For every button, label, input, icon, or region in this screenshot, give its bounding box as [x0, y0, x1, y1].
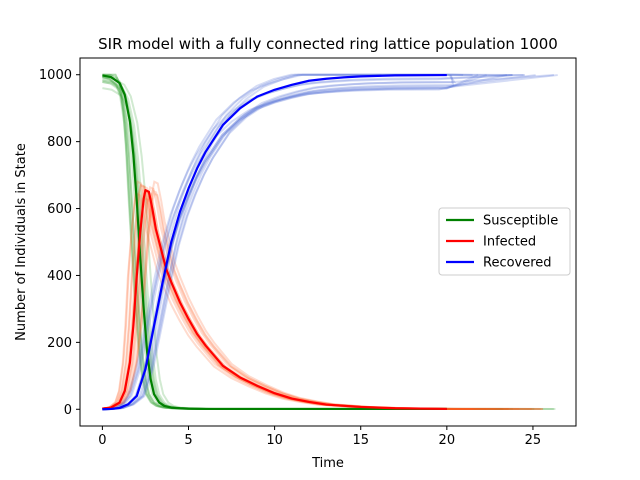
legend: Susceptible Infected Recovered [438, 207, 571, 276]
legend-label-recovered: Recovered [483, 256, 552, 271]
legend-label-susceptible: Susceptible [483, 214, 558, 229]
y-tick-label: 800 [47, 135, 72, 150]
x-tick-label: 25 [525, 433, 542, 448]
y-axis-label: Number of Individuals in State [14, 143, 29, 341]
run-line [102, 74, 508, 411]
y-tick-label: 400 [47, 269, 72, 284]
series-line-infected [102, 189, 447, 411]
y-tick-label: 200 [47, 336, 72, 351]
run-line [102, 74, 524, 411]
x-tick-label: 15 [352, 433, 369, 448]
run-line [102, 73, 473, 411]
x-tick-label: 10 [266, 433, 283, 448]
run-line [102, 73, 525, 411]
legend-box [438, 207, 571, 276]
plot-clip-group [102, 73, 558, 411]
series-line-susceptible [102, 74, 447, 411]
run-line [102, 74, 554, 411]
runs-recovered [102, 73, 558, 411]
y-tick-label: 600 [47, 202, 72, 217]
legend-label-infected: Infected [483, 235, 536, 250]
series-line-recovered [102, 73, 447, 411]
chart-title: SIR model with a fully connected ring la… [98, 35, 558, 53]
x-tick-label: 0 [98, 433, 106, 448]
plot-area [102, 73, 558, 411]
y-tick-label: 1000 [39, 68, 72, 83]
run-line [102, 180, 544, 410]
x-tick-label: 5 [184, 433, 192, 448]
run-line [102, 74, 457, 411]
run-line [102, 74, 513, 411]
x-tick-label: 20 [439, 433, 456, 448]
x-axis-label: Time [311, 456, 344, 471]
run-line [102, 74, 455, 411]
axes: 0 5 10 15 20 25 0 200 400 600 800 1000 [39, 57, 577, 448]
run-line [102, 192, 496, 410]
y-tick-label: 0 [64, 403, 72, 418]
axes-frame [79, 57, 577, 427]
